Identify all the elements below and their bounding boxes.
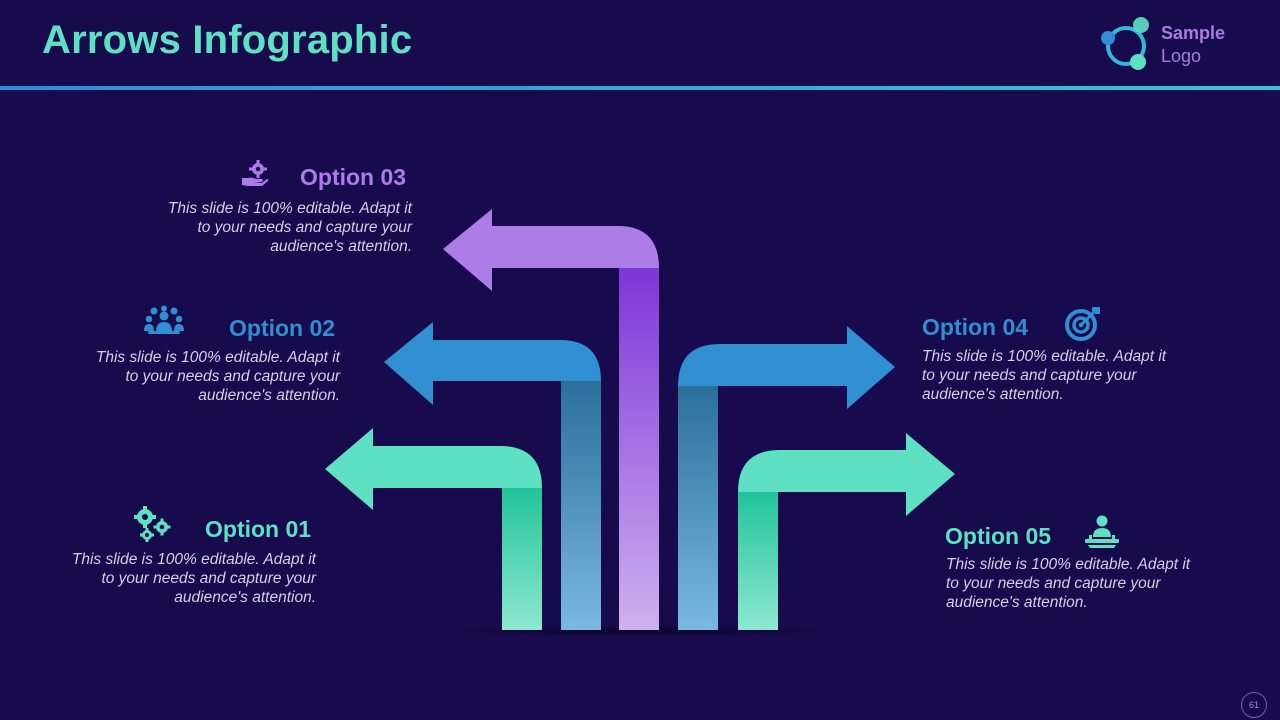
arrow-option-02: [384, 322, 601, 630]
option-01-heading: Option 01: [205, 516, 312, 542]
option-03-heading: Option 03: [300, 164, 407, 190]
hand-gear-icon: [242, 160, 269, 186]
arrow-option-01: [325, 428, 542, 630]
gears-icon: [134, 506, 171, 542]
option-05-text: This slide is 100% editable. Adapt it to…: [946, 556, 1191, 611]
option-02-heading: Option 02: [229, 315, 336, 341]
option-05-heading: Option 05: [945, 523, 1052, 549]
target-icon: [1065, 307, 1100, 341]
team-icon: [144, 305, 184, 334]
option-01-text: This slide is 100% editable. Adapt it to…: [71, 551, 316, 606]
option-03-text: This slide is 100% editable. Adapt it to…: [167, 200, 412, 255]
page-number: 61: [1241, 692, 1267, 718]
option-02-text: This slide is 100% editable. Adapt it to…: [95, 349, 340, 404]
arrow-option-04: [678, 326, 895, 630]
arrow-option-03: [443, 209, 659, 630]
option-04-text: This slide is 100% editable. Adapt it to…: [922, 348, 1167, 403]
logo-icon: [1101, 17, 1149, 70]
presenter-icon: [1085, 515, 1119, 548]
arrow-option-05: [738, 433, 955, 630]
logo-line1: Sample: [1161, 23, 1226, 43]
title-divider: [0, 86, 1280, 90]
logo-text: Sample Logo: [1161, 22, 1225, 68]
logo-line2: Logo: [1161, 46, 1202, 66]
slide-title: Arrows Infographic: [42, 18, 413, 62]
option-04-heading: Option 04: [922, 314, 1029, 340]
